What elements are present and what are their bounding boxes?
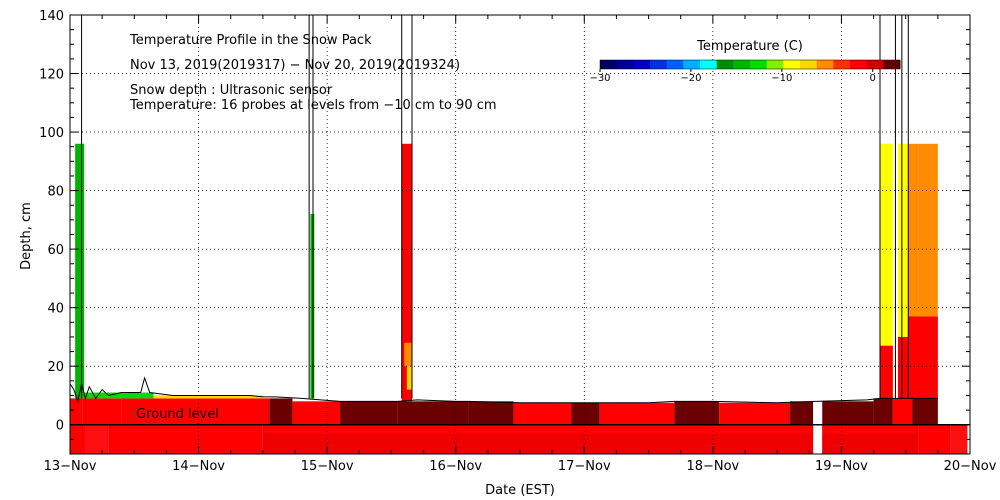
chart-note-sensor: Snow depth : Ultrasonic sensor [130,83,333,98]
heatmap-cell [468,401,514,425]
y-tick-label: 80 [47,185,64,200]
x-tick-label: 14−Nov [172,459,225,474]
colorbar-cell [683,60,701,69]
y-tick-label: 40 [47,302,64,317]
heatmap-cell [898,143,909,399]
heatmap-cell [108,424,263,454]
colorbar-frame [599,59,901,70]
heatmap-cell [719,402,790,425]
colorbar-tick-label: −20 [680,73,701,84]
heatmap-cell [340,401,398,425]
heatmap-cell [599,402,675,425]
data-gap [813,398,823,454]
x-tick-label: 15−Nov [301,459,354,474]
y-tick-label: 20 [47,360,64,375]
y-tick-label: 120 [39,68,64,83]
colorbar-ticks: −30 −20 −10 0 [589,69,876,84]
colorbar-cell [766,60,784,69]
colorbar-cell [600,60,618,69]
colorbar-cell [850,60,868,69]
heatmap-cell [880,345,893,399]
colorbar-cell [666,60,684,69]
colorbar-cell [700,60,718,69]
heatmap-cell [912,398,938,425]
x-tick-label: 13−Nov [44,459,97,474]
heatmap-cell [790,401,814,425]
colorbar: Temperature (C) −30 −20 −10 0 [589,39,901,84]
x-tick-label: 19−Nov [815,459,868,474]
colorbar-tick-label: 0 [870,73,876,84]
plot-frame [69,14,971,455]
y-tick-label: 0 [56,419,64,434]
chart-title: Temperature Profile in the Snow Pack [129,33,372,48]
heatmap-cell [898,336,909,399]
heatmap-cell [84,392,154,399]
x-axis: 13−Nov 14−Nov 15−Nov 16−Nov 17−Nov 18−Nov 19−N… [44,15,997,474]
y-axis: 0 20 40 60 80 100 120 140 [39,9,970,455]
heatmap-cell [880,143,893,399]
heatmap-cell [822,401,874,425]
heatmap-cell [571,402,600,425]
sensor-vertical-lines [81,15,909,399]
colorbar-title: Temperature (C) [696,39,803,54]
heatmap-cell [82,398,122,425]
heatmap-cell [397,401,469,425]
x-tick-label: 18−Nov [686,459,739,474]
heatmap-cell [269,398,293,425]
y-tick-label: 100 [39,126,64,141]
chart-note-probes: Temperature: 16 probes at levels from −1… [129,98,497,113]
heatmap-cell [75,143,85,399]
heatmap-cell [310,214,315,399]
heatmap-cell [70,424,86,454]
y-tick-label: 60 [47,243,64,258]
heatmap-cell [674,401,720,425]
y-axis-label: Depth, cm [19,202,34,270]
heatmap-cell [153,395,263,399]
colorbar-cells [599,59,901,70]
colorbar-tick-label: −30 [589,73,610,84]
heatmap-cell [918,143,938,317]
heatmap-regions [70,143,968,454]
snow-depth-line [69,376,938,404]
heatmap-cell [908,316,938,399]
heatmap-cell [262,424,919,434]
heatmap-cell [892,398,913,425]
data-gaps [813,398,823,454]
colorbar-cell [650,60,668,69]
colorbar-cell [750,60,768,69]
colorbar-cell [816,60,834,69]
heatmap-cell [401,143,412,402]
y-tick-label: 140 [39,9,64,24]
colorbar-cell [866,60,884,69]
x-axis-label: Date (EST) [485,483,555,498]
colorbar-cell [633,60,651,69]
heatmap-cell [292,401,340,425]
heatmap-cell [262,433,919,454]
colorbar-cell [716,60,734,69]
heatmap-cell [873,398,893,425]
heatmap-cell [918,424,951,454]
heatmap-cell [513,402,572,425]
colorbar-cell [833,60,851,69]
colorbar-cell [733,60,751,69]
heatmap-cell [908,143,919,399]
colorbar-cell [883,60,901,69]
heatmap-cell [950,424,968,454]
x-tick-label: 17−Nov [558,459,611,474]
heatmap-cell [406,366,412,390]
colorbar-tick-label: −10 [771,73,792,84]
heatmap-cell [404,342,412,367]
colorbar-cell [616,60,634,69]
heatmap-cell [70,398,83,425]
colorbar-cell [800,60,818,69]
grid-lines [70,15,970,454]
heatmap-cell [121,398,270,425]
colorbar-cell [783,60,801,69]
x-tick-label: 16−Nov [429,459,482,474]
x-tick-label: 20−Nov [944,459,997,474]
heatmap-cell [85,424,109,454]
ground-level-label: Ground level [136,407,219,422]
chart-subtitle: Nov 13, 2019(2019317) − Nov 20, 2019(201… [130,58,460,73]
